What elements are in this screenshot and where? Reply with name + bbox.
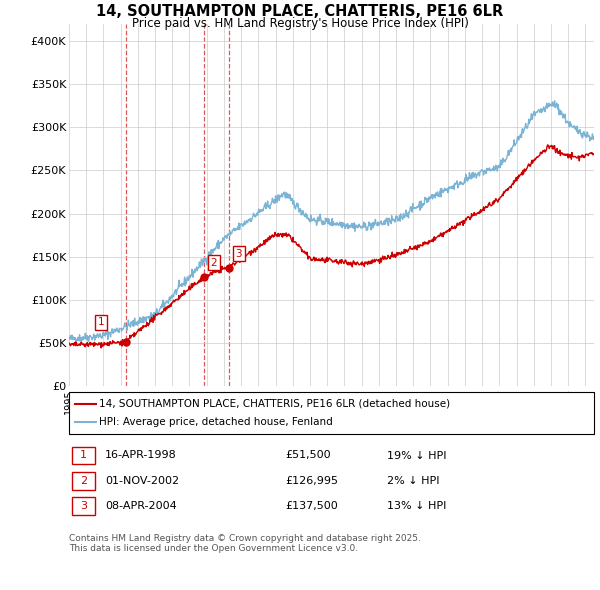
Text: 2% ↓ HPI: 2% ↓ HPI [387,476,439,486]
Text: £137,500: £137,500 [285,502,338,511]
Text: HPI: Average price, detached house, Fenland: HPI: Average price, detached house, Fenl… [99,417,333,427]
Text: 14, SOUTHAMPTON PLACE, CHATTERIS, PE16 6LR (detached house): 14, SOUTHAMPTON PLACE, CHATTERIS, PE16 6… [99,399,450,409]
Text: 2: 2 [211,258,217,268]
Text: £126,995: £126,995 [285,476,338,486]
Text: 19% ↓ HPI: 19% ↓ HPI [387,451,446,460]
Text: 3: 3 [80,502,87,511]
Text: 1: 1 [98,317,104,327]
Text: 16-APR-1998: 16-APR-1998 [105,451,177,460]
Text: 1: 1 [80,451,87,460]
Text: 2: 2 [80,476,87,486]
Text: 3: 3 [236,248,242,258]
Text: Contains HM Land Registry data © Crown copyright and database right 2025.
This d: Contains HM Land Registry data © Crown c… [69,534,421,553]
Text: £51,500: £51,500 [285,451,331,460]
Text: 08-APR-2004: 08-APR-2004 [105,502,177,511]
Text: Price paid vs. HM Land Registry's House Price Index (HPI): Price paid vs. HM Land Registry's House … [131,17,469,30]
Text: 01-NOV-2002: 01-NOV-2002 [105,476,179,486]
Text: 14, SOUTHAMPTON PLACE, CHATTERIS, PE16 6LR: 14, SOUTHAMPTON PLACE, CHATTERIS, PE16 6… [97,4,503,19]
Text: 13% ↓ HPI: 13% ↓ HPI [387,502,446,511]
